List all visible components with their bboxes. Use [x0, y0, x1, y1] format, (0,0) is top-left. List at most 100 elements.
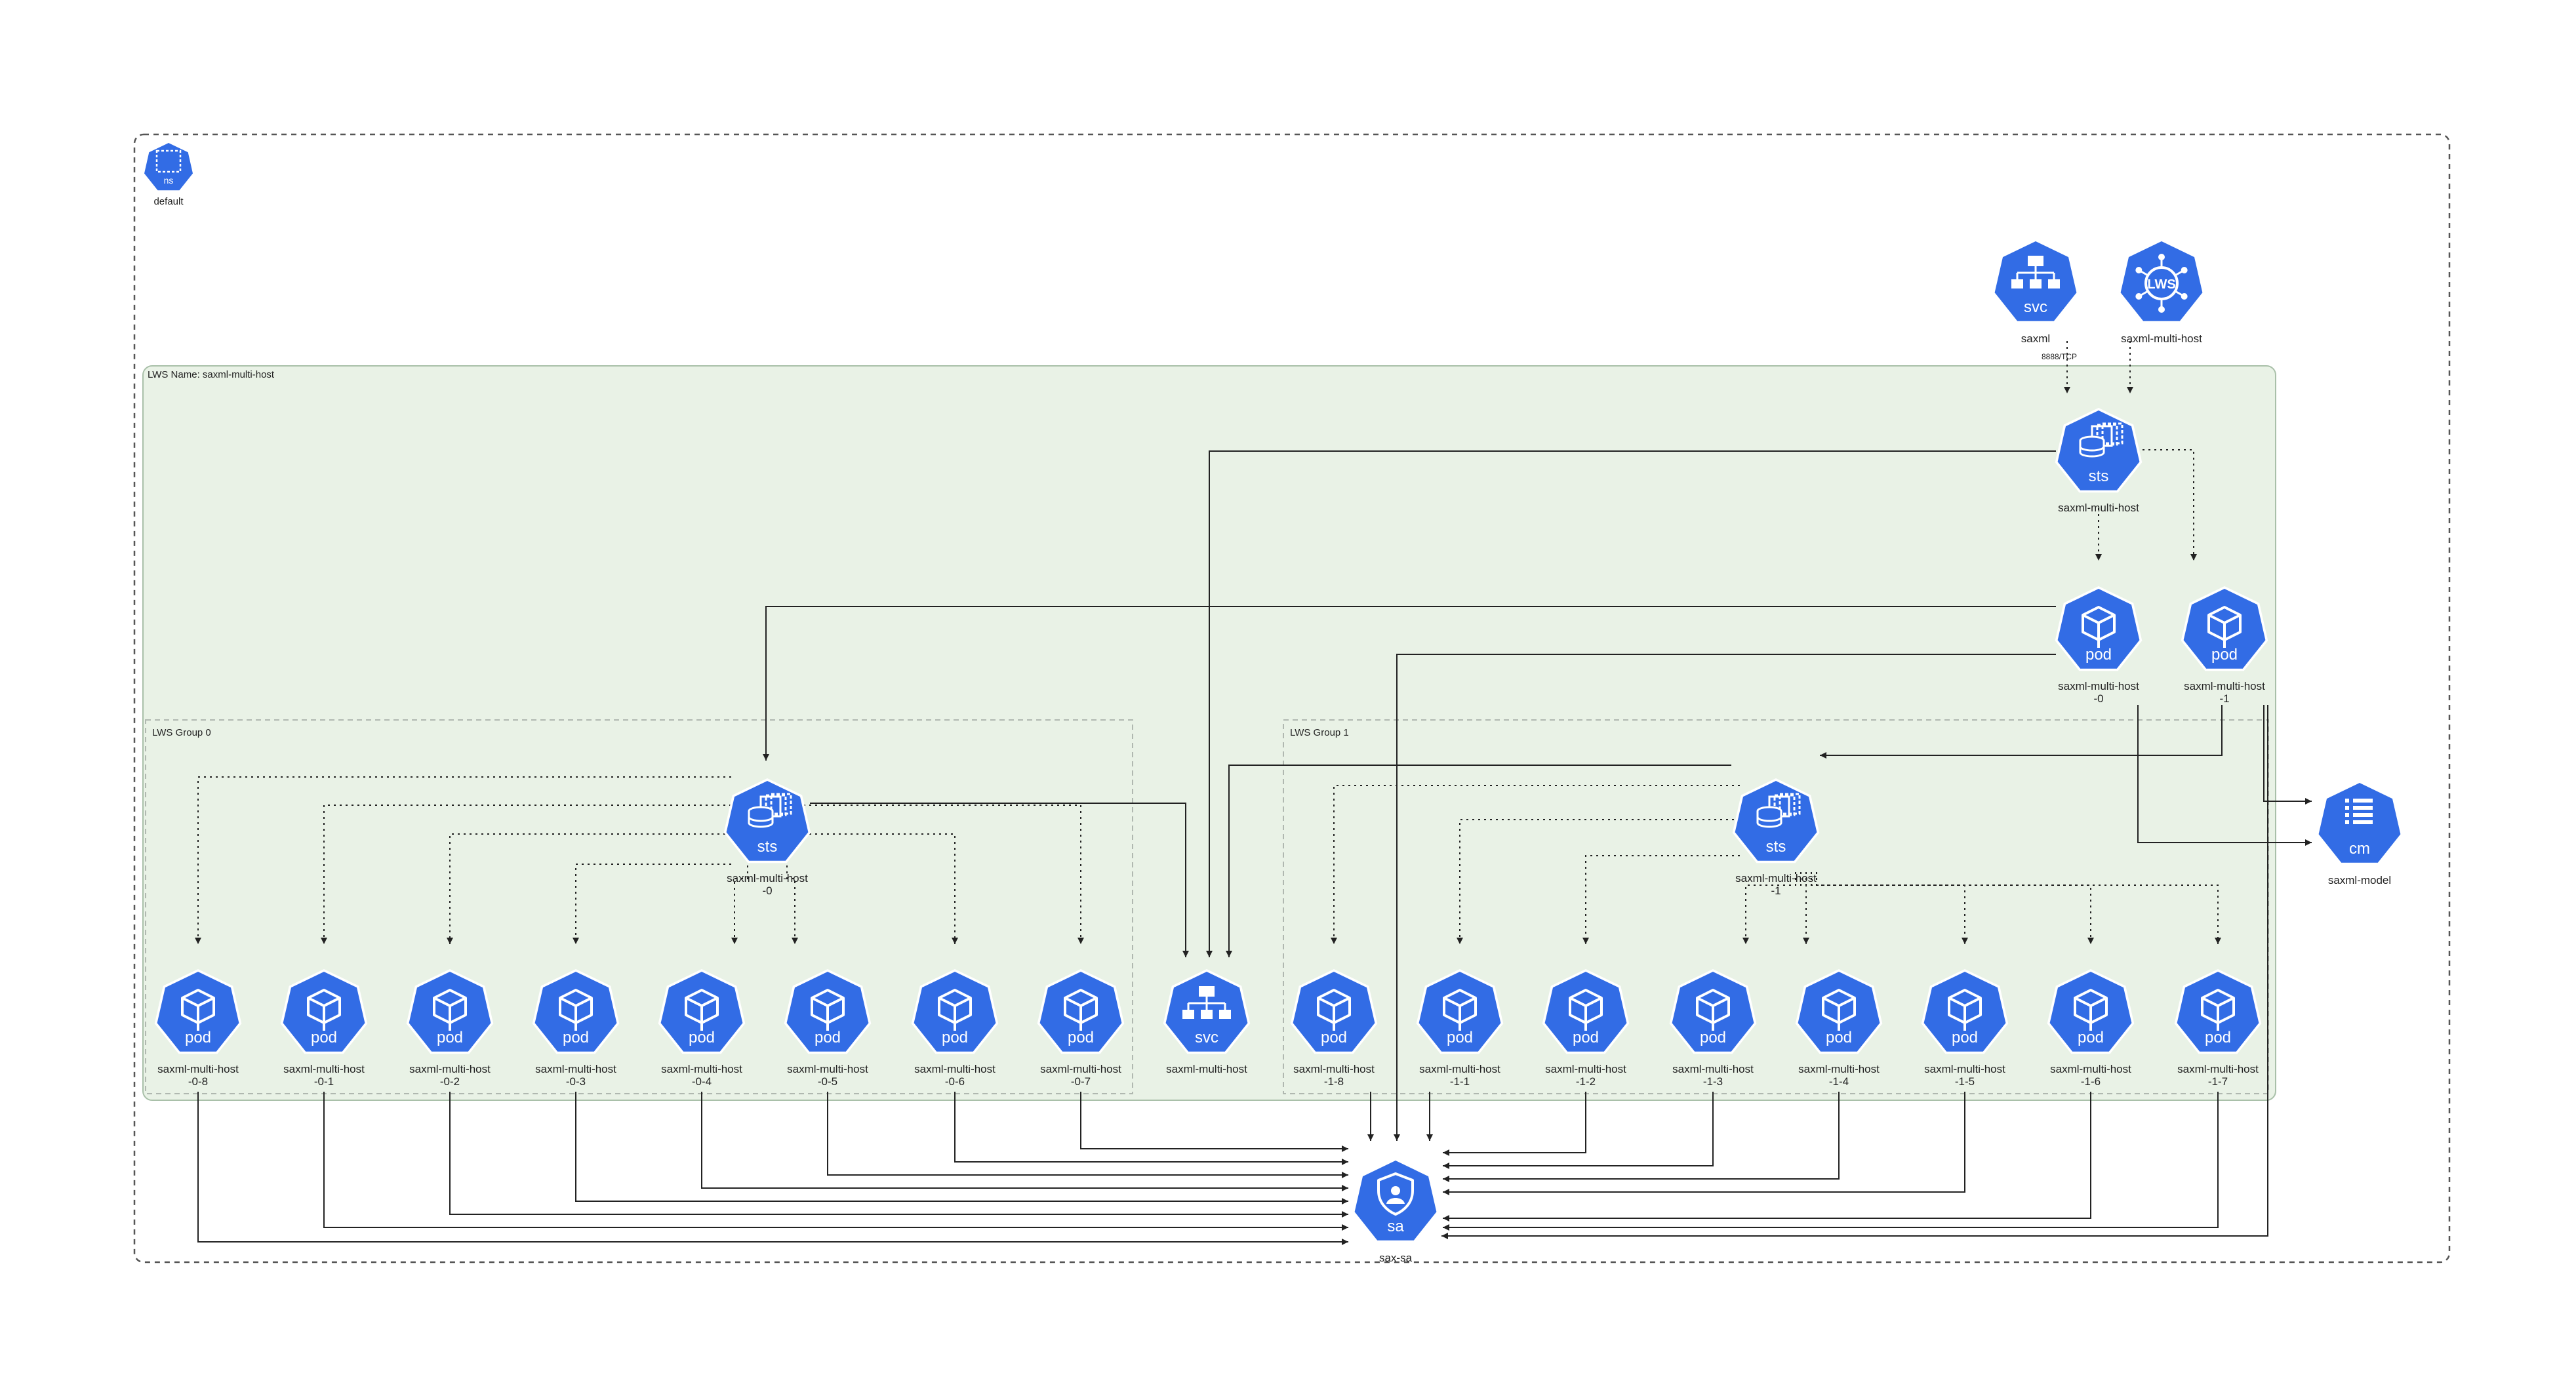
- group1-pod-label-suffix: -1-3: [1703, 1075, 1723, 1088]
- group0-pod-label: saxml-multi-host: [787, 1063, 868, 1075]
- leader-pod-0-type-label: pod: [2085, 646, 2112, 664]
- sts-icon: [748, 793, 792, 828]
- group1-pod-label-suffix: -1-5: [1955, 1075, 1975, 1088]
- group1-pod[interactable]: pod saxml-multi-host-1-3: [1669, 969, 1757, 1088]
- group1-pod-type-label: pod: [1826, 1029, 1852, 1046]
- edge-sts0-to-pod-7: [803, 805, 1084, 944]
- edge-sts0-to-pod-0: [195, 776, 731, 944]
- group0-pod[interactable]: pod saxml-multi-host-0-1: [280, 969, 368, 1088]
- statefulset-group-0[interactable]: sts saxml-multi-host-0: [723, 778, 811, 897]
- sts-icon: [1756, 793, 1801, 828]
- edges: 8888/TCP: [195, 341, 2312, 1245]
- group0-pod-label-suffix: -0-8: [188, 1075, 208, 1088]
- pod-icon: [1064, 989, 1098, 1031]
- leaderworkerset-node-label: saxml-multi-host: [2121, 332, 2202, 345]
- pod-icon: [685, 989, 719, 1031]
- group1-pod[interactable]: pod saxml-multi-host-1-5: [1921, 969, 2009, 1088]
- svc-icon: [2011, 256, 2060, 288]
- statefulset-group-1-label-suffix: -1: [1771, 885, 1781, 897]
- edge-pod0-5-to-sa: [827, 1092, 1348, 1178]
- lws-group-1-label: LWS Group 1: [1290, 727, 1349, 738]
- namespace-node[interactable]: ns default: [142, 140, 195, 207]
- group1-pod-label: saxml-multi-host: [1419, 1063, 1500, 1075]
- group0-pod[interactable]: pod saxml-multi-host-0-7: [1037, 969, 1125, 1088]
- ns-icon: [155, 149, 182, 173]
- edge-pod0-0-to-sa: [197, 1092, 1348, 1245]
- group1-pod[interactable]: pod saxml-multi-host-1-1: [1416, 969, 1504, 1088]
- configmap-node-label: saxml-model: [2328, 874, 2391, 886]
- leader-pod-0-label-suffix: -0: [2093, 692, 2103, 705]
- pod-icon: [559, 989, 593, 1031]
- edge-sts1-to-pod-6: [1811, 872, 2094, 944]
- edge-sts1-to-pod-2: [1582, 855, 1740, 944]
- edge-leader1-to-sa: [1441, 705, 2268, 1239]
- group0-pod-label: saxml-multi-host: [157, 1063, 239, 1075]
- edge-leader0-to-sts0: [763, 606, 2056, 761]
- group0-pod-label: saxml-multi-host: [661, 1063, 742, 1075]
- edge-pod0-4-to-sa: [701, 1092, 1348, 1191]
- group0-pod-label: saxml-multi-host: [914, 1063, 996, 1075]
- group1-pod[interactable]: pod saxml-multi-host-1-2: [1542, 969, 1630, 1088]
- pod-icon: [181, 989, 215, 1031]
- service-group-label: saxml-multi-host: [1166, 1063, 1247, 1075]
- pod-icon: [1696, 989, 1730, 1031]
- cm-icon: [2345, 799, 2373, 824]
- edge-leader0-to-cm: [2137, 705, 2312, 846]
- group0-pod[interactable]: pod saxml-multi-host-0-5: [784, 969, 872, 1088]
- service-saxml[interactable]: svc saxml: [1992, 239, 2080, 345]
- pod-icon: [433, 989, 467, 1031]
- edge-pod1-2-to-sa: [1443, 1092, 1586, 1156]
- group0-pod[interactable]: pod saxml-multi-host-0-6: [911, 969, 999, 1088]
- group0-pod-type-label: pod: [689, 1029, 715, 1046]
- group1-pod-type-label: pod: [1952, 1029, 1978, 1046]
- leader-pod-0[interactable]: pod saxml-multi-host-0: [2055, 586, 2143, 705]
- leaderworkerset-node[interactable]: LWS saxml-multi-host: [2118, 239, 2205, 345]
- configmap-node[interactable]: cm saxml-model: [2316, 780, 2404, 886]
- service-saxml-label: saxml: [2021, 332, 2050, 345]
- group0-pod-type-label: pod: [185, 1029, 211, 1046]
- group0-pod[interactable]: pod saxml-multi-host-0-8: [154, 969, 242, 1088]
- lws-icon: [2135, 254, 2188, 313]
- edge-sts0-to-pod-4: [731, 865, 748, 944]
- service-account-node-label: sax-sa: [1379, 1252, 1413, 1264]
- edge-sts1-to-pod-3: [1742, 872, 1796, 944]
- group1-pod-type-label: pod: [1700, 1029, 1726, 1046]
- leader-pod-1-label: saxml-multi-host: [2184, 680, 2265, 692]
- statefulset-main[interactable]: sts saxml-multi-host: [2055, 408, 2143, 514]
- namespace-frame: [133, 133, 2451, 1263]
- statefulset-group-1[interactable]: sts saxml-multi-host-1: [1732, 778, 1820, 897]
- group0-pod-label-suffix: -0-7: [1071, 1075, 1091, 1088]
- group1-pod-type-label: pod: [1447, 1029, 1473, 1046]
- group0-pod-label-suffix: -0-5: [818, 1075, 837, 1088]
- group1-pod-label: saxml-multi-host: [1798, 1063, 1880, 1075]
- group0-pod[interactable]: pod saxml-multi-host-0-4: [658, 969, 746, 1088]
- leader-pod-1[interactable]: pod saxml-multi-host-1: [2181, 586, 2268, 705]
- group1-pod-label: saxml-multi-host: [1924, 1063, 2005, 1075]
- service-group[interactable]: svc saxml-multi-host: [1163, 969, 1251, 1075]
- group0-pod[interactable]: pod saxml-multi-host-0-3: [532, 969, 620, 1088]
- sa-icon: [1377, 1172, 1414, 1216]
- group1-pod-label: saxml-multi-host: [1293, 1063, 1375, 1075]
- group1-pod[interactable]: pod saxml-multi-host-1-6: [2047, 969, 2135, 1088]
- service-account-node[interactable]: sa sax-sa: [1352, 1158, 1439, 1264]
- group0-pod-label-suffix: -0-3: [566, 1075, 586, 1088]
- group0-pod-label-suffix: -0-4: [692, 1075, 712, 1088]
- group0-pod-label: saxml-multi-host: [283, 1063, 365, 1075]
- group1-pod-label-suffix: -1-7: [2208, 1075, 2228, 1088]
- pod-icon: [2201, 989, 2235, 1031]
- pod-icon: [2082, 606, 2116, 648]
- group1-pod[interactable]: pod saxml-multi-host-1-8: [1290, 969, 1378, 1088]
- lws-region-label: LWS Name: saxml-multi-host: [148, 369, 275, 380]
- group0-pod[interactable]: pod saxml-multi-host-0-2: [406, 969, 494, 1088]
- group1-pod[interactable]: pod saxml-multi-host-1-7: [2174, 969, 2262, 1088]
- edge-sts0-to-pod-5: [786, 865, 798, 944]
- group0-pod-label: saxml-multi-host: [1040, 1063, 1121, 1075]
- group1-pod[interactable]: pod saxml-multi-host-1-4: [1795, 969, 1883, 1088]
- service-saxml-type-label: svc: [2024, 298, 2047, 316]
- leaderworkerset-node-icon: [2120, 241, 2203, 321]
- edge-sts0-to-pod-2: [447, 833, 731, 944]
- group0-pod-label-suffix: -0-6: [945, 1075, 965, 1088]
- group1-pod-type-label: pod: [2205, 1029, 2231, 1046]
- group0-pod-label-suffix: -0-1: [314, 1075, 334, 1088]
- statefulset-group-1-type-label: sts: [1766, 838, 1786, 856]
